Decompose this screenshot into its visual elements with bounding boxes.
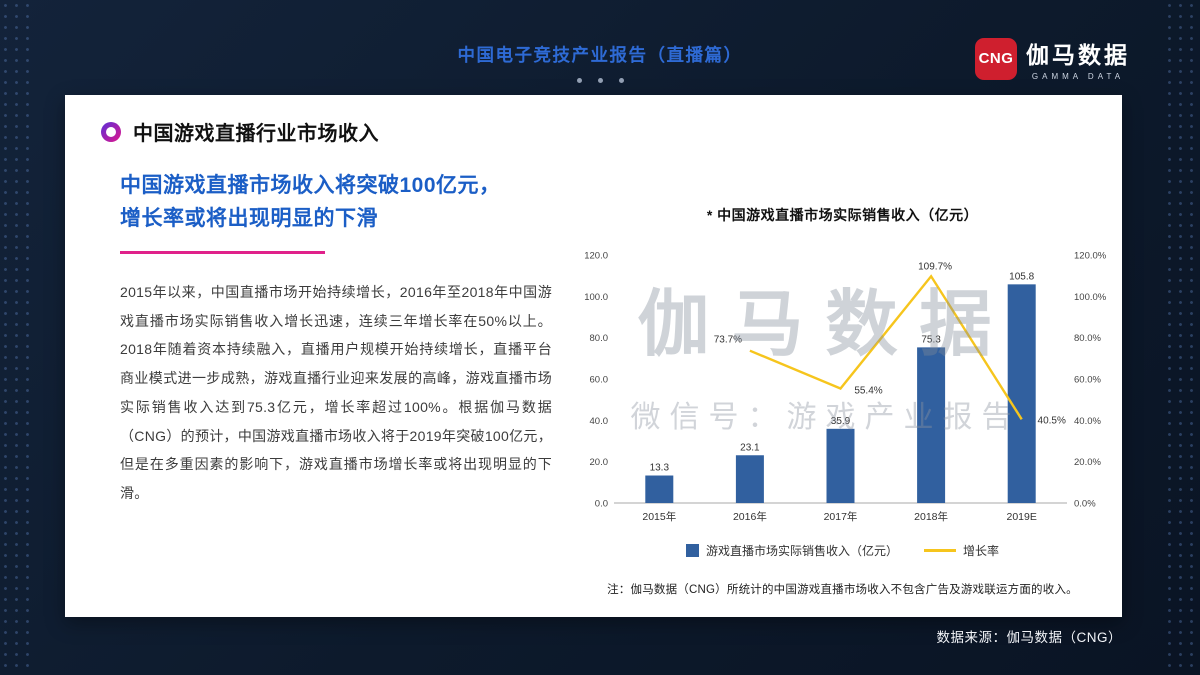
svg-text:55.4%: 55.4% bbox=[854, 386, 882, 397]
headline: 中国游戏直播市场收入将突破100亿元， 增长率或将出现明显的下滑 bbox=[120, 170, 552, 235]
chart-footnote: 注：伽马数据（CNG）所统计的中国游戏直播市场收入不包含广告及游戏联运方面的收入… bbox=[607, 584, 1078, 596]
svg-text:2017年: 2017年 bbox=[824, 510, 858, 523]
data-source: 数据来源：伽马数据（CNG） bbox=[936, 630, 1122, 645]
svg-text:60.0: 60.0 bbox=[590, 375, 609, 386]
brand-logo: CNG 伽马数据 GAMMA DATA bbox=[975, 36, 1130, 81]
svg-text:120.0%: 120.0% bbox=[1074, 251, 1107, 262]
header-ellipsis-dots-icon bbox=[0, 78, 1200, 83]
svg-text:20.0: 20.0 bbox=[590, 457, 609, 468]
svg-text:105.8: 105.8 bbox=[1009, 271, 1034, 282]
content-card: 中国游戏直播行业市场收入 中国游戏直播市场收入将突破100亿元， 增长率或将出现… bbox=[65, 95, 1122, 617]
chart-column: * 中国游戏直播市场实际销售收入（亿元） 0.0 20.0 40.0 60.0 80.0… bbox=[570, 205, 1115, 597]
svg-text:60.0%: 60.0% bbox=[1074, 375, 1101, 386]
legend-line-label: 增长率 bbox=[963, 544, 1000, 558]
chart-svg: 0.0 20.0 40.0 60.0 80.0 100.0 120.0 0.0% 20.0% 40… bbox=[584, 251, 1107, 524]
svg-text:40.5%: 40.5% bbox=[1038, 415, 1066, 426]
svg-text:80.0%: 80.0% bbox=[1074, 333, 1101, 344]
body-paragraph: 2015年以来，中国直播市场开始持续增长，2016年至2018年中国游戏直播市场… bbox=[120, 284, 552, 501]
right-dot-pattern bbox=[1164, 0, 1200, 675]
legend-item-line: 增长率 bbox=[924, 542, 999, 559]
svg-text:100.0: 100.0 bbox=[584, 292, 608, 303]
headline-line1: 中国游戏直播市场收入将突破100亿元， bbox=[120, 174, 501, 197]
svg-text:2015年: 2015年 bbox=[642, 510, 676, 523]
svg-text:23.1: 23.1 bbox=[740, 442, 760, 453]
section-header: 中国游戏直播行业市场收入 bbox=[101, 117, 379, 146]
legend-item-bar: 游戏直播市场实际销售收入（亿元） bbox=[685, 542, 898, 559]
brand-name: 伽马数据 bbox=[1026, 43, 1130, 68]
svg-text:75.3: 75.3 bbox=[921, 334, 941, 345]
svg-text:2016年: 2016年 bbox=[733, 510, 767, 523]
svg-text:40.0%: 40.0% bbox=[1074, 416, 1101, 427]
headline-underline bbox=[120, 251, 325, 255]
svg-text:35.9: 35.9 bbox=[831, 416, 851, 427]
section-title: 中国游戏直播行业市场收入 bbox=[133, 123, 379, 145]
svg-text:120.0: 120.0 bbox=[584, 251, 608, 262]
cng-logo-icon: CNG bbox=[975, 37, 1017, 80]
svg-text:20.0%: 20.0% bbox=[1074, 457, 1101, 468]
left-dot-pattern bbox=[0, 0, 36, 675]
svg-text:2018年: 2018年 bbox=[914, 510, 948, 523]
bar-swatch-icon bbox=[685, 544, 699, 557]
brand-subtitle: GAMMA DATA bbox=[1031, 72, 1125, 81]
svg-text:13.3: 13.3 bbox=[650, 463, 670, 474]
chart-title: * 中国游戏直播市场实际销售收入（亿元） bbox=[706, 207, 979, 223]
svg-text:0.0%: 0.0% bbox=[1074, 499, 1096, 510]
svg-text:100.0%: 100.0% bbox=[1074, 292, 1107, 303]
legend-bar-label: 游戏直播市场实际销售收入（亿元） bbox=[705, 544, 898, 558]
svg-text:40.0: 40.0 bbox=[590, 416, 609, 427]
svg-text:2019E: 2019E bbox=[1007, 511, 1037, 523]
headline-line2: 增长率或将出现明显的下滑 bbox=[120, 206, 378, 230]
svg-text:109.7%: 109.7% bbox=[918, 261, 952, 272]
text-column: 中国游戏直播市场收入将突破100亿元， 增长率或将出现明显的下滑 2015年以来… bbox=[120, 170, 552, 508]
chart-legend: 游戏直播市场实际销售收入（亿元） 增长率 bbox=[570, 542, 1115, 559]
page-title: 中国电子竞技产业报告（直播篇） bbox=[457, 45, 743, 65]
svg-text:80.0: 80.0 bbox=[590, 333, 609, 344]
svg-text:0.0: 0.0 bbox=[595, 499, 608, 510]
line-swatch-icon bbox=[924, 549, 956, 552]
ring-bullet-icon bbox=[101, 121, 121, 142]
svg-text:73.7%: 73.7% bbox=[714, 335, 742, 346]
